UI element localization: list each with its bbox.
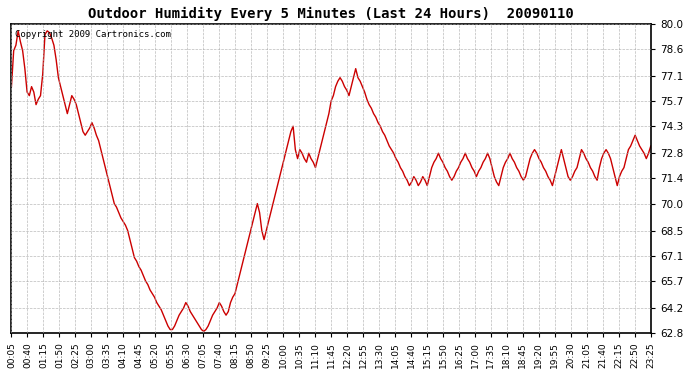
Title: Outdoor Humidity Every 5 Minutes (Last 24 Hours)  20090110: Outdoor Humidity Every 5 Minutes (Last 2…	[88, 7, 574, 21]
Text: Copyright 2009 Cartronics.com: Copyright 2009 Cartronics.com	[14, 30, 170, 39]
